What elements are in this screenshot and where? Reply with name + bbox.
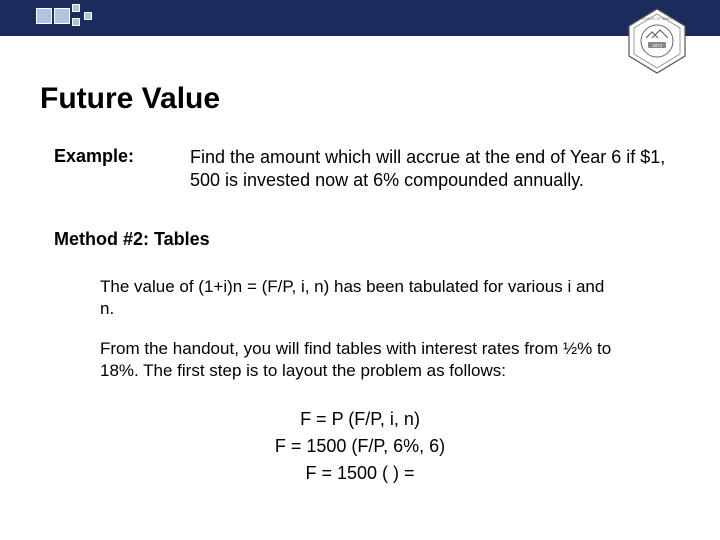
slide-content: Future Value Example: Find the amount wh…: [0, 36, 720, 487]
equation-line-1: F = P (F/P, i, n): [40, 406, 680, 433]
example-text: Find the amount which will accrue at the…: [190, 146, 670, 193]
svg-text:SCHOOL OF MINES: SCHOOL OF MINES: [642, 17, 672, 21]
header-bar: [0, 0, 720, 36]
example-row: Example: Find the amount which will accr…: [40, 146, 680, 193]
method-heading: Method #2: Tables: [40, 229, 680, 250]
seal-logo-icon: 1874 SCHOOL OF MINES: [622, 6, 692, 76]
equation-block: F = P (F/P, i, n) F = 1500 (F/P, 6%, 6) …: [40, 406, 680, 487]
decorative-squares: [36, 8, 70, 24]
equation-line-3: F = 1500 ( ) =: [40, 460, 680, 487]
svg-text:1874: 1874: [652, 43, 663, 48]
paragraph-1: The value of (1+i)n = (F/P, i, n) has be…: [40, 276, 680, 320]
paragraph-2: From the handout, you will find tables w…: [40, 338, 680, 382]
equation-line-2: F = 1500 (F/P, 6%, 6): [40, 433, 680, 460]
page-title: Future Value: [40, 82, 680, 116]
example-label: Example:: [54, 146, 190, 193]
